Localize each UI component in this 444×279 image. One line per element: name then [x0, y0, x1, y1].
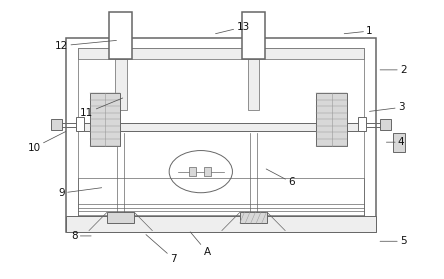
Bar [115, 59, 127, 109]
Text: 13: 13 [215, 22, 250, 34]
Text: 7: 7 [146, 235, 177, 264]
Bar [189, 167, 196, 176]
Bar [51, 119, 62, 130]
Bar [109, 12, 132, 59]
Bar [90, 93, 120, 146]
Bar [78, 178, 364, 216]
Bar [78, 49, 364, 59]
Bar [392, 133, 405, 151]
Bar [78, 123, 364, 131]
Bar [204, 167, 210, 176]
Bar [317, 93, 347, 146]
Text: 2: 2 [380, 65, 407, 75]
Bar [358, 117, 366, 131]
Bar [248, 59, 259, 109]
Bar [75, 117, 84, 131]
Text: 8: 8 [71, 231, 91, 241]
Text: 12: 12 [55, 40, 116, 51]
Bar [107, 212, 135, 223]
Bar [380, 119, 391, 130]
Text: 11: 11 [80, 98, 123, 118]
Bar [66, 38, 376, 232]
Text: 3: 3 [369, 102, 404, 112]
Text: A: A [190, 232, 211, 257]
Bar [242, 12, 265, 59]
Text: 1: 1 [344, 26, 373, 36]
Text: 10: 10 [28, 131, 66, 153]
Bar [240, 212, 267, 223]
Bar [78, 49, 364, 223]
Text: 6: 6 [266, 169, 295, 187]
Bar [66, 216, 376, 232]
Text: 5: 5 [380, 236, 407, 246]
Text: 4: 4 [386, 137, 404, 147]
Text: 9: 9 [58, 188, 102, 198]
